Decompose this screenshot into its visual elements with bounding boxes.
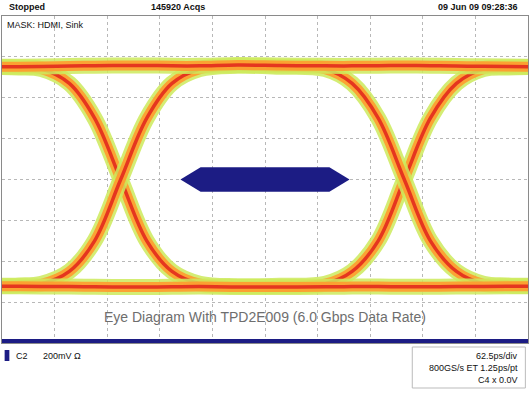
svg-text:09 Jun 09 09:28:36: 09 Jun 09 09:28:36: [438, 2, 518, 12]
svg-text:Eye Diagram With TPD2E009 (6.0: Eye Diagram With TPD2E009 (6.0 Gbps Data…: [104, 309, 426, 325]
svg-text:145920 Acqs: 145920 Acqs: [151, 2, 205, 12]
svg-text:Stopped: Stopped: [9, 2, 45, 12]
svg-text:200mV Ω: 200mV Ω: [43, 351, 81, 361]
svg-text:MASK: HDMI, Sink: MASK: HDMI, Sink: [7, 20, 84, 30]
svg-text:C4 x 0.0V: C4 x 0.0V: [478, 375, 518, 385]
svg-text:C2: C2: [16, 351, 28, 361]
svg-text:800GS/s ET 1.25ps/pt: 800GS/s ET 1.25ps/pt: [429, 363, 518, 373]
svg-text:62.5ps/div: 62.5ps/div: [476, 351, 518, 361]
